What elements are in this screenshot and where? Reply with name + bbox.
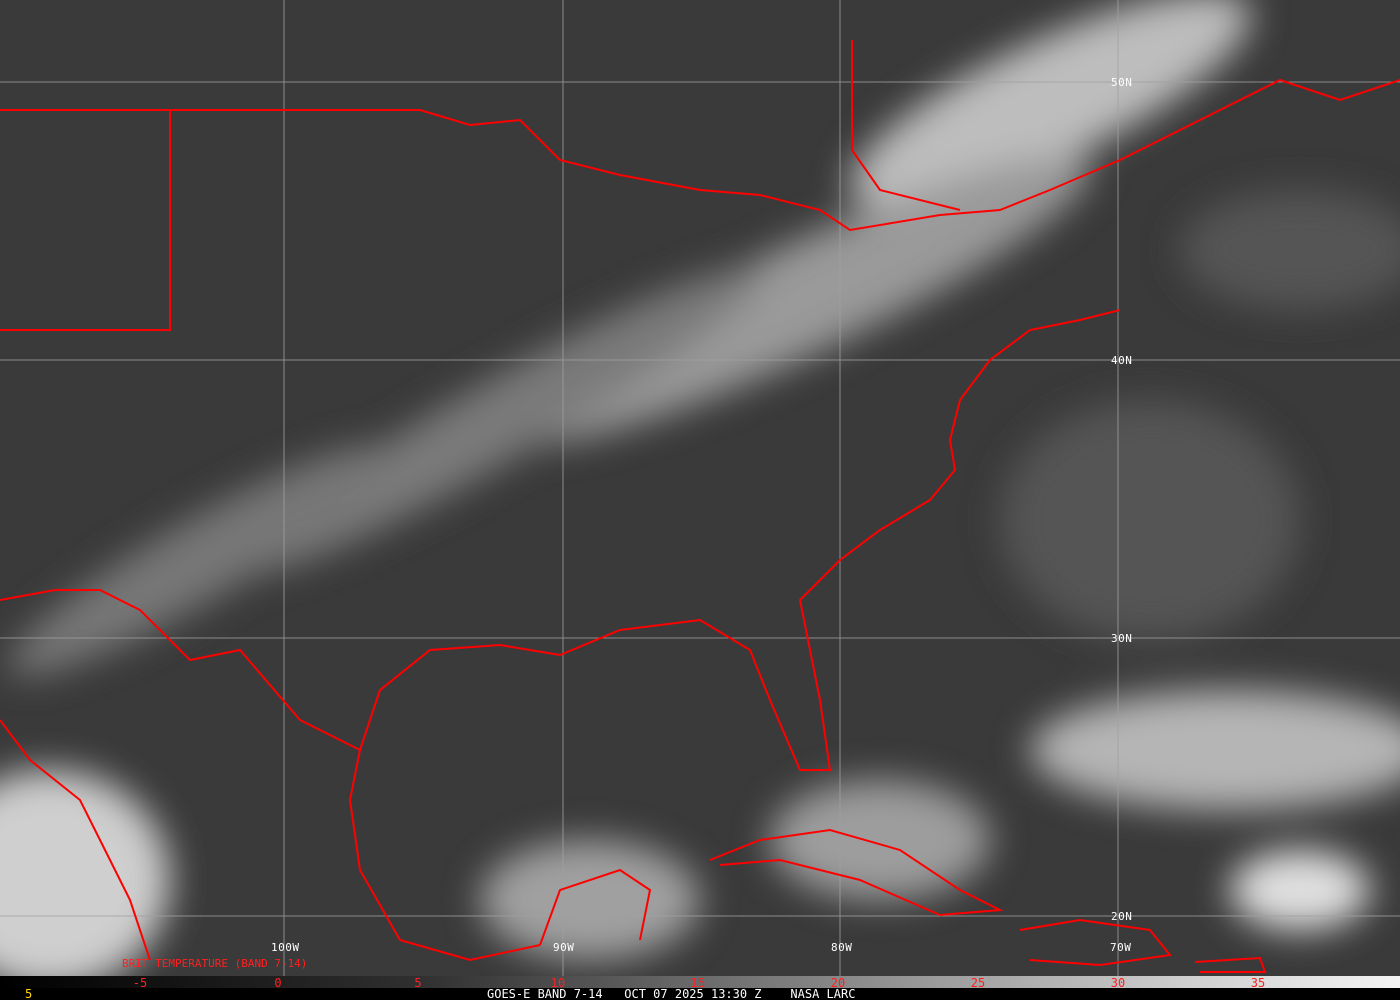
latitude-label: 40N: [1111, 354, 1133, 367]
scale-tick-label: 15: [690, 976, 706, 990]
satellite-imagery: [0, 0, 1400, 976]
color-scale-bar: [0, 976, 1400, 988]
scale-tick-label: 35: [1250, 976, 1266, 990]
band-title: BRIT TEMPERATURE (BAND 7-14): [122, 957, 308, 970]
scale-tick-label: 25: [970, 976, 986, 990]
latitude-label: 30N: [1111, 632, 1133, 645]
product-caption: GOES-E BAND 7-14 OCT 07 2025 13:30 Z NAS…: [487, 987, 856, 1000]
footer-number: 5: [25, 987, 33, 1000]
latitude-label: 50N: [1111, 76, 1133, 89]
footer-bar: [0, 988, 1400, 1000]
scale-tick-label: 20: [830, 976, 846, 990]
lat-lon-grid: [0, 0, 1400, 976]
cloud-layer: [0, 0, 1400, 976]
political-boundaries: [0, 40, 1400, 973]
scale-tick-label: 0: [274, 976, 282, 990]
scale-tick-label: 30: [1110, 976, 1126, 990]
longitude-label: 90W: [553, 941, 575, 954]
scale-tick-label: 10: [550, 976, 566, 990]
longitude-label: 80W: [831, 941, 853, 954]
scale-tick-label: 5: [414, 976, 422, 990]
longitude-label: 100W: [271, 941, 300, 954]
longitude-label: 70W: [1110, 941, 1132, 954]
scale-tick-label: -5: [132, 976, 148, 990]
latitude-label: 20N: [1111, 910, 1133, 923]
